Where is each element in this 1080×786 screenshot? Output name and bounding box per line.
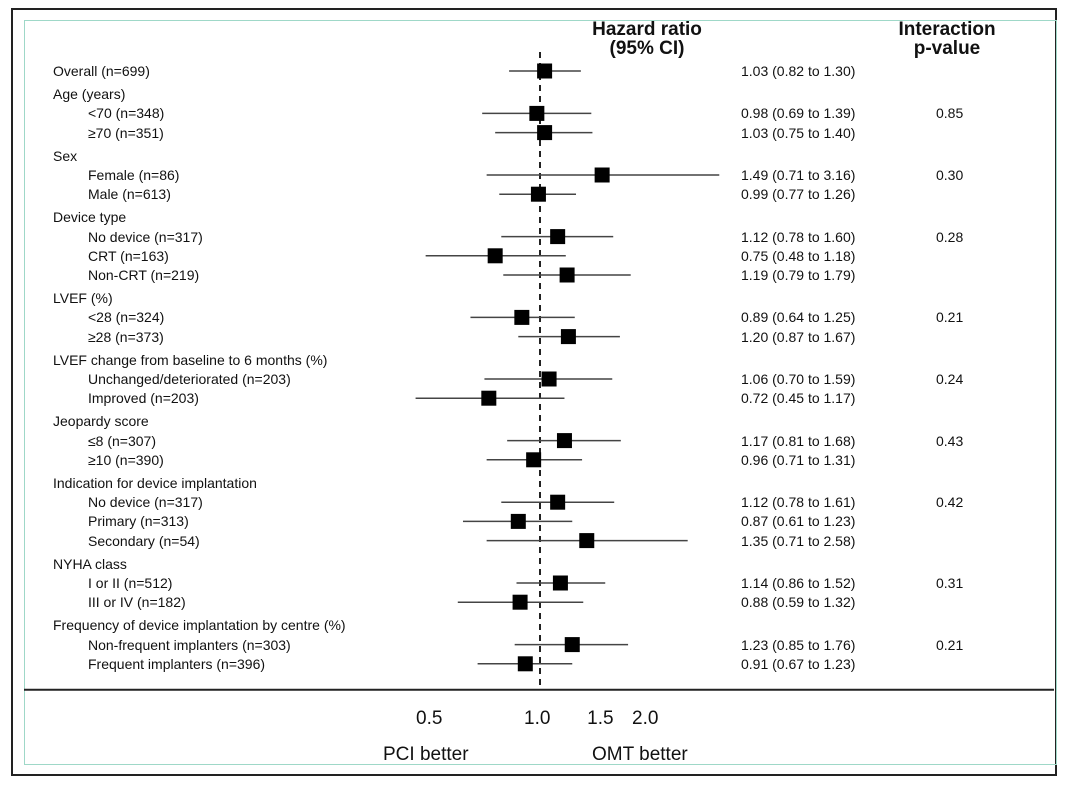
- ci-text: 1.20 (0.87 to 1.67): [741, 328, 856, 345]
- hr-point: [487, 248, 503, 264]
- ci-text: 0.88 (0.59 to 1.32): [741, 594, 856, 611]
- row-label: I or II (n=512): [88, 575, 173, 591]
- subgroup-header: Device type: [53, 209, 127, 226]
- row-label: <28 (n=324): [88, 309, 165, 326]
- hr-point: [559, 267, 575, 283]
- figure-inner-border: [24, 20, 1057, 765]
- interaction-p-value: 0.30: [936, 167, 964, 183]
- interaction-p-value: 0.28: [936, 228, 964, 245]
- hr-point: [537, 63, 553, 79]
- row-label: No device (n=317): [88, 228, 203, 245]
- subgroup-header: LVEF change from baseline to 6 months (%…: [53, 351, 328, 368]
- hr-point: [552, 575, 568, 591]
- row-label: Overall (n=699): [53, 63, 150, 79]
- ci-text: 1.14 (0.86 to 1.52): [741, 575, 856, 591]
- subgroup-header: Frequency of device implantation by cent…: [53, 617, 346, 634]
- row-label: No device (n=317): [88, 494, 203, 511]
- row-label: Non-CRT (n=219): [88, 267, 200, 283]
- ci-text: 1.12 (0.78 to 1.60): [741, 228, 856, 245]
- row-label: ≥10 (n=390): [88, 451, 164, 468]
- interaction-p-value: 0.24: [936, 371, 964, 387]
- ci-text: 1.03 (0.82 to 1.30): [741, 63, 856, 79]
- subgroup-header: Age (years): [53, 86, 126, 103]
- ci-text: 0.89 (0.64 to 1.25): [741, 309, 856, 326]
- row-label: Non-frequent implanters (n=303): [88, 636, 291, 653]
- interaction-p-value: 0.21: [936, 636, 964, 653]
- hr-point: [541, 371, 557, 387]
- hr-point: [537, 125, 553, 141]
- hr-point: [530, 186, 546, 202]
- ci-text: 1.23 (0.85 to 1.76): [741, 636, 856, 653]
- hr-header-line1: Hazard ratio: [592, 19, 702, 40]
- row-label: ≤8 (n=307): [88, 432, 157, 449]
- hr-header-line2: (95% CI): [609, 38, 685, 59]
- hr-point: [514, 309, 530, 325]
- row-label: ≥70 (n=351): [88, 124, 164, 141]
- direction-left-label: PCI better: [383, 744, 469, 765]
- row-label: Frequent implanters (n=396): [88, 655, 266, 672]
- p-header-line2: p-value: [913, 38, 981, 59]
- figure-frame: [11, 8, 1057, 776]
- ci-text: 0.72 (0.45 to 1.17): [741, 390, 856, 407]
- ci-text: 1.19 (0.79 to 1.79): [741, 267, 856, 283]
- hr-point: [564, 637, 580, 653]
- ci-text: 1.12 (0.78 to 1.61): [741, 494, 856, 511]
- hr-point: [517, 656, 533, 672]
- row-label: Secondary (n=54): [88, 532, 200, 549]
- interaction-p-value: 0.42: [936, 494, 964, 511]
- subgroup-header: LVEF (%): [53, 290, 113, 307]
- interaction-p-value: 0.21: [936, 309, 964, 326]
- ci-text: 0.96 (0.71 to 1.31): [741, 451, 856, 468]
- p-header-line1: Interaction: [898, 19, 996, 40]
- subgroup-header: NYHA class: [53, 555, 127, 572]
- hr-point: [510, 513, 526, 529]
- hr-point: [594, 167, 610, 183]
- ci-text: 0.99 (0.77 to 1.26): [741, 186, 856, 203]
- row-label: Female (n=86): [88, 167, 180, 183]
- interaction-p-value: 0.85: [936, 105, 964, 122]
- subgroup-header: Indication for device implantation: [53, 475, 257, 491]
- direction-right-label: OMT better: [592, 744, 688, 765]
- ci-text: 0.75 (0.48 to 1.18): [741, 247, 856, 264]
- x-tick-label: 0.5: [416, 707, 443, 729]
- row-label: Unchanged/deteriorated (n=203): [88, 371, 291, 387]
- hr-point: [560, 329, 576, 345]
- row-label: Improved (n=203): [88, 390, 199, 407]
- hr-point: [529, 105, 545, 121]
- hr-point: [481, 390, 497, 406]
- hr-point: [550, 229, 566, 245]
- row-label: CRT (n=163): [88, 247, 169, 264]
- interaction-p-value: 0.31: [936, 575, 964, 591]
- ci-text: 0.91 (0.67 to 1.23): [741, 655, 856, 672]
- row-label: <70 (n=348): [88, 105, 165, 122]
- p-header: Interaction p-value: [872, 20, 1022, 58]
- hr-point: [512, 594, 528, 610]
- x-tick-label: 1.5: [587, 707, 614, 729]
- row-label: Primary (n=313): [88, 513, 189, 530]
- hr-point: [579, 533, 595, 549]
- x-tick-label: 2.0: [632, 707, 659, 729]
- interaction-p-value: 0.43: [936, 432, 964, 449]
- ci-text: 1.06 (0.70 to 1.59): [741, 371, 856, 387]
- hr-point: [550, 494, 566, 510]
- hr-header: Hazard ratio (95% CI): [560, 20, 734, 58]
- subgroup-header: Sex: [53, 147, 78, 164]
- ci-text: 0.87 (0.61 to 1.23): [741, 513, 856, 530]
- hr-point: [556, 433, 572, 449]
- row-label: Male (n=613): [88, 186, 171, 203]
- ci-text: 0.98 (0.69 to 1.39): [741, 105, 856, 122]
- ci-text: 1.35 (0.71 to 2.58): [741, 532, 856, 549]
- x-tick-label: 1.0: [524, 707, 551, 729]
- row-label: III or IV (n=182): [88, 594, 186, 611]
- subgroup-header: Jeopardy score: [53, 413, 149, 430]
- hr-point: [526, 452, 542, 468]
- ci-text: 1.17 (0.81 to 1.68): [741, 432, 856, 449]
- ci-text: 1.03 (0.75 to 1.40): [741, 124, 856, 141]
- ci-text: 1.49 (0.71 to 3.16): [741, 167, 856, 183]
- row-label: ≥28 (n=373): [88, 328, 164, 345]
